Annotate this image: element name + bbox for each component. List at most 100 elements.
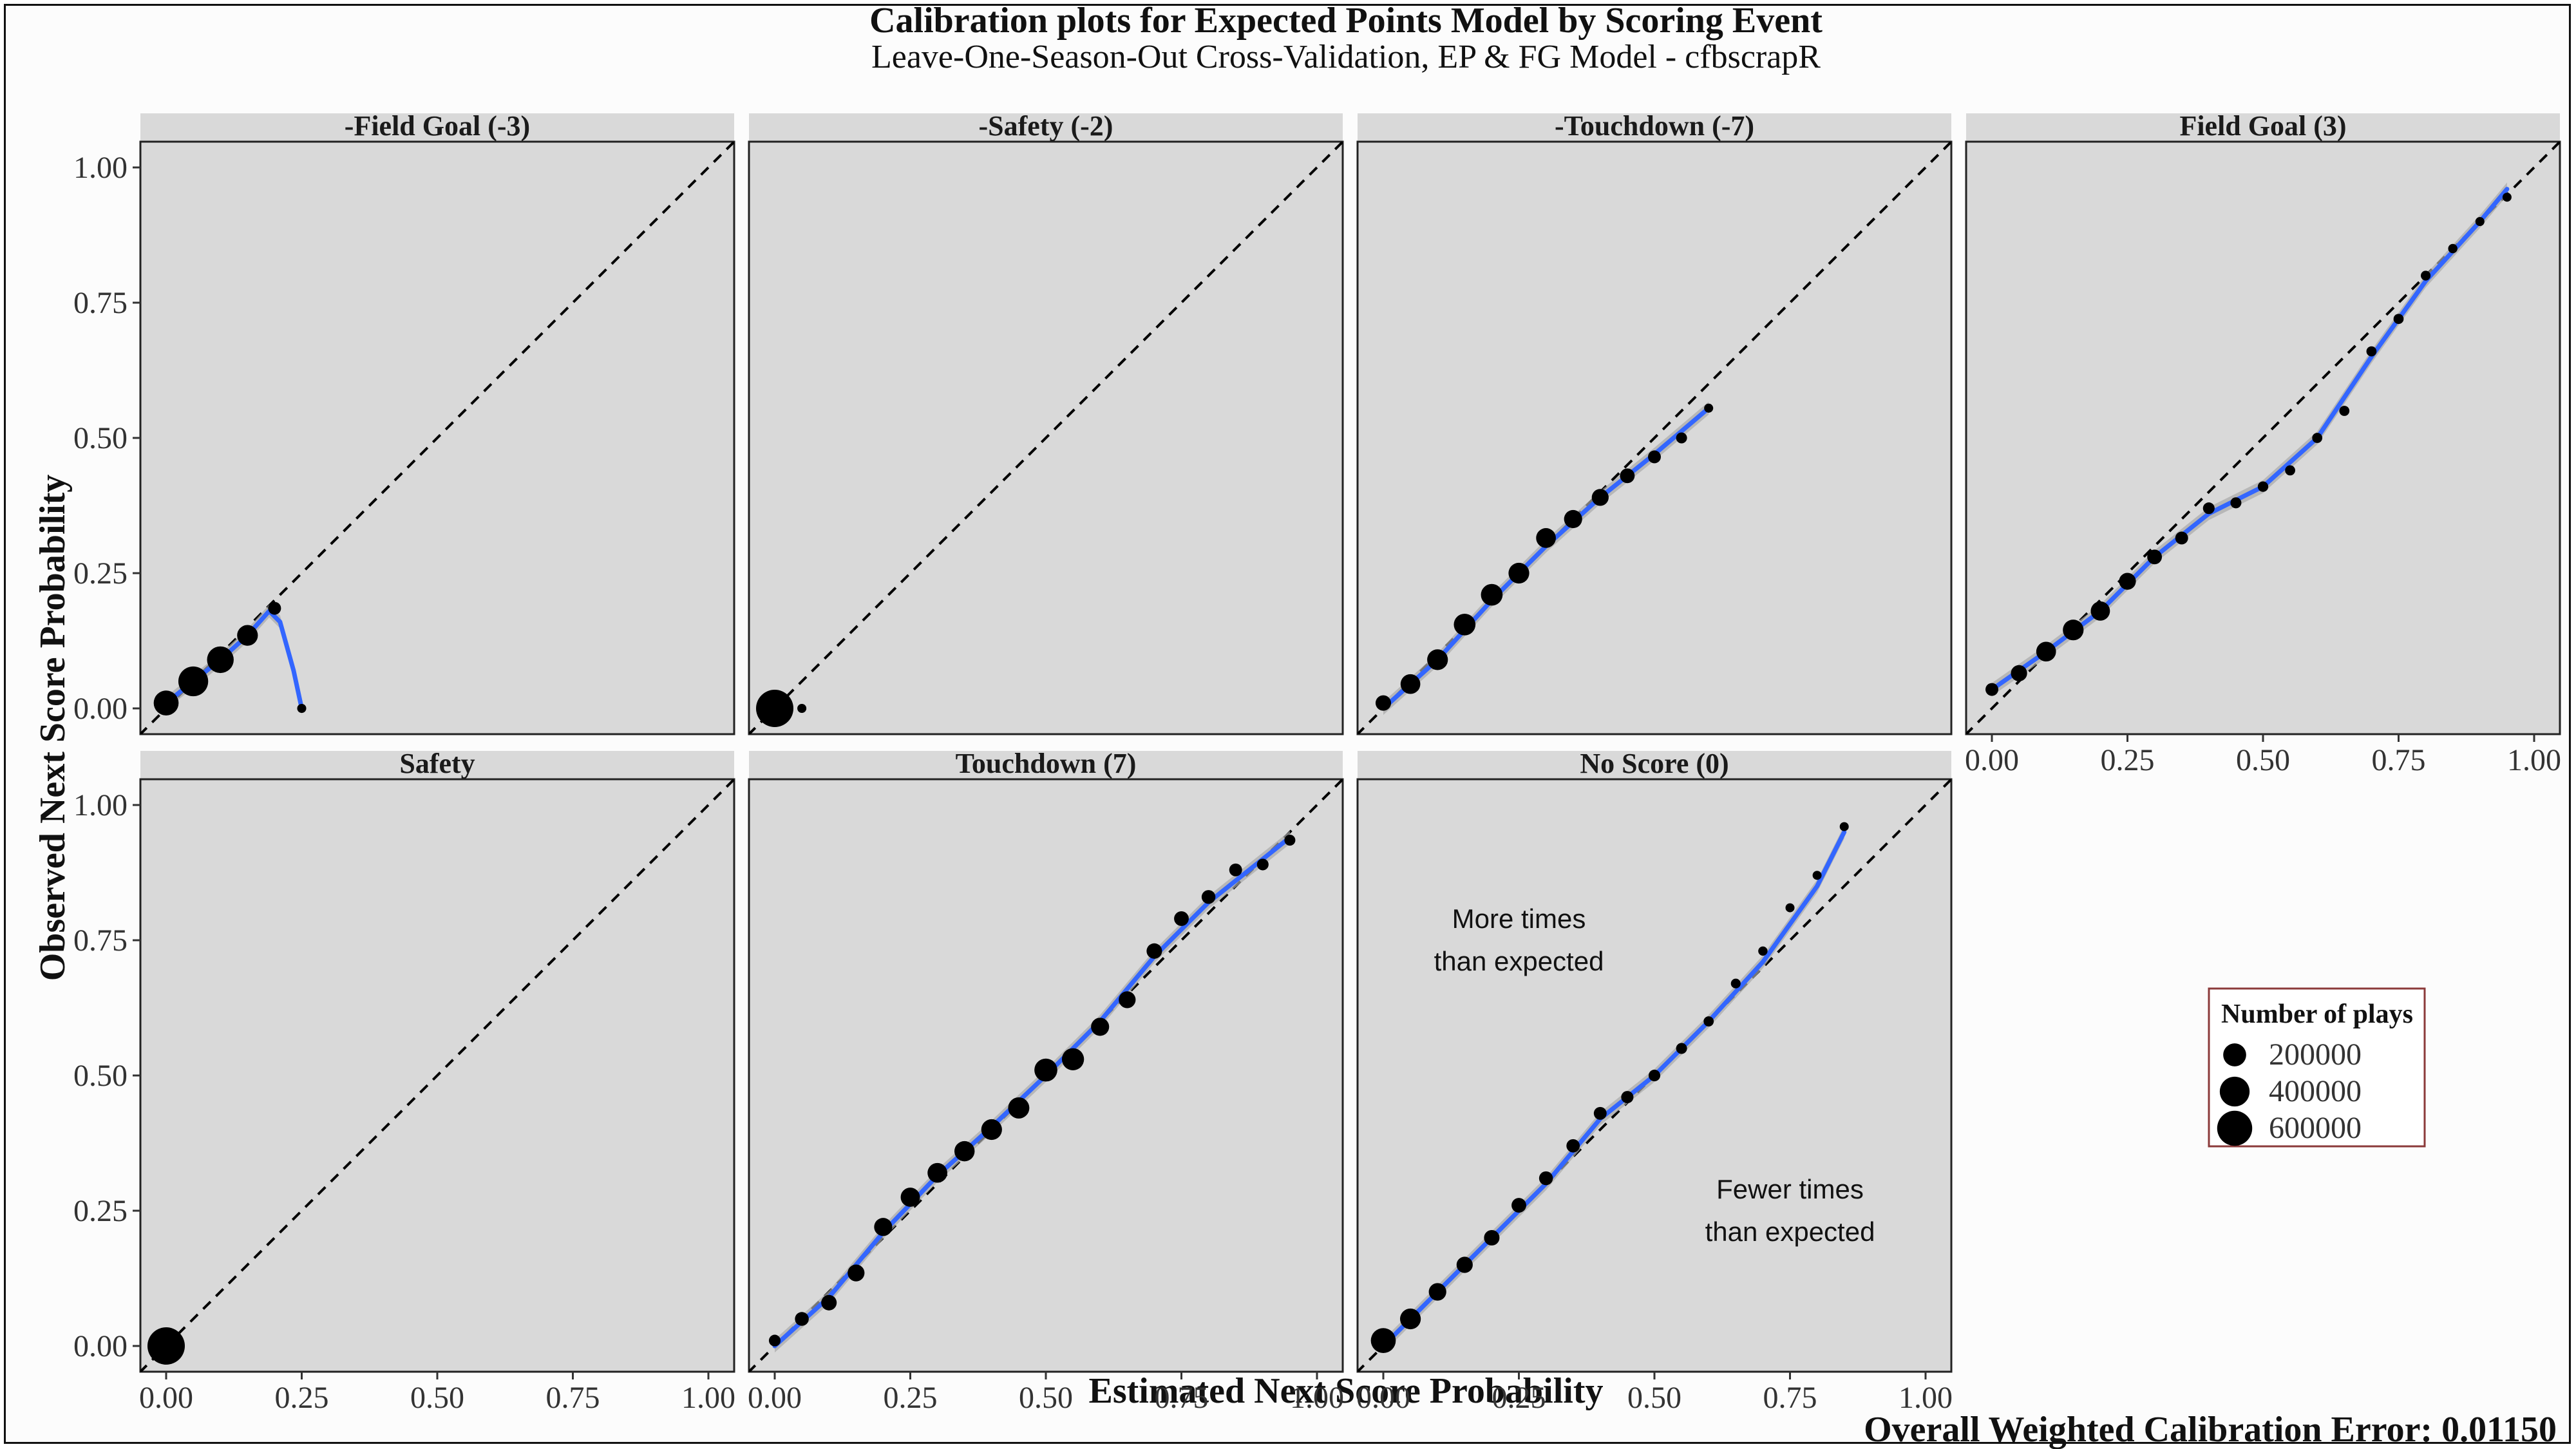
data-point [1201,890,1216,904]
panel-1: -Field Goal (-3) 0.00 0.25 0.50 0.75 1.00 [73,110,735,735]
x-tick-label: 0.00 [748,1381,802,1415]
panel-title: -Safety (-2) [979,110,1113,142]
data-point [2448,243,2458,254]
data-point [1456,1256,1473,1273]
x-tick-label: 1.00 [2507,743,2561,777]
data-point [2285,465,2295,476]
y-tick-label: 0.00 [73,692,128,726]
data-point [2502,193,2512,202]
x-tick-label: 0.25 [275,1381,329,1415]
data-point [2119,573,2136,590]
data-point [1704,403,1714,413]
data-point [1621,1091,1634,1104]
data-point [2421,270,2431,281]
data-point [2257,481,2269,492]
data-point [1539,1171,1553,1186]
data-point [153,690,179,715]
data-point [1648,1069,1661,1082]
data-point [1400,674,1421,694]
y-tick-label: 0.75 [73,286,128,320]
x-tick-label: 0.25 [884,1381,938,1415]
x-tick-label: 0.75 [1763,1381,1817,1415]
panel-title: -Touchdown (-7) [1555,110,1754,142]
panel-title: Touchdown (7) [956,748,1137,779]
panel-7: No Score (0) More times than expected Fewer… [1356,748,1953,1415]
data-point [1399,1308,1421,1330]
annotation-text: than expected [1434,946,1604,976]
legend-label: 600000 [2269,1111,2362,1145]
data-point [1758,946,1768,956]
x-tick-label: 0.50 [1627,1381,1681,1415]
panel-title: Field Goal (3) [2179,110,2346,142]
data-point [1427,649,1448,670]
data-point [1593,1106,1607,1120]
data-point [2393,314,2404,325]
panel-title: No Score (0) [1580,748,1728,779]
y-tick-label: 0.25 [73,556,128,591]
reference-line [749,142,1343,734]
panel-strip [1358,113,1951,142]
data-point [1511,1198,1526,1213]
data-point [2339,406,2350,416]
y-tick-label: 0.00 [73,1329,128,1363]
legend-key [2217,1110,2253,1146]
data-point [797,703,807,714]
x-tick-label: 0.75 [2372,743,2426,777]
x-tick-label: 0.75 [546,1381,600,1415]
x-axis-label: Estimated Next Score Probability [1089,1371,1604,1411]
y-tick-label: 0.25 [73,1194,128,1228]
data-point [2036,641,2056,662]
data-point [1119,991,1136,1009]
y-tick-label: 0.50 [73,421,128,455]
data-point [1484,1229,1500,1246]
data-point [1508,562,1530,584]
data-point [1061,1048,1084,1070]
y-tick-label: 1.00 [73,788,128,822]
panel-strip [1358,751,1951,779]
confidence-band [775,831,1290,1353]
data-point [1174,911,1189,926]
data-point [1284,835,1296,846]
y-tick-label: 0.50 [73,1059,128,1093]
data-point [1566,1139,1580,1153]
data-point [2147,549,2163,565]
data-point [1839,822,1849,831]
panel-strip [1966,113,2560,142]
annotation-text: More times [1452,904,1586,934]
x-tick-label: 0.00 [139,1381,193,1415]
data-point [178,666,209,697]
data-point [1620,468,1635,484]
x-tick-label: 0.25 [1492,1381,1546,1415]
panel-6: Touchdown (7) 0.00 0.25 0.50 0.75 1.00 [748,748,1344,1415]
panel-title: -Field Goal (-3) [345,110,530,142]
data-point [2175,531,2188,545]
data-point [2230,497,2242,509]
data-point [1428,1283,1446,1301]
legend-key [2223,1043,2246,1066]
data-point [848,1264,865,1282]
x-tick-label: 1.00 [1899,1381,1953,1415]
annotation-text: than expected [1705,1217,1875,1247]
data-point [1454,613,1476,636]
data-point [2475,216,2485,227]
data-point [795,1312,809,1326]
data-point [756,690,793,727]
x-tick-label: 0.50 [2236,743,2290,777]
data-point [1375,695,1392,711]
panel-strip [749,751,1343,779]
data-point [1676,1043,1687,1054]
legend-label: 200000 [2269,1037,2362,1072]
panel-3: -Touchdown (-7) [1356,110,1953,735]
data-point [1985,683,1998,696]
legend-label: 400000 [2269,1074,2362,1108]
y-tick-label: 0.75 [73,923,128,958]
chart-caption: Overall Weighted Calibration Error: 0.01… [1864,1410,2557,1449]
x-tick-label: 0.50 [410,1381,464,1415]
data-point [1146,943,1162,959]
panel-strip [140,113,734,142]
reference-line [140,142,734,734]
data-point [1034,1058,1057,1082]
data-point [1648,450,1661,464]
